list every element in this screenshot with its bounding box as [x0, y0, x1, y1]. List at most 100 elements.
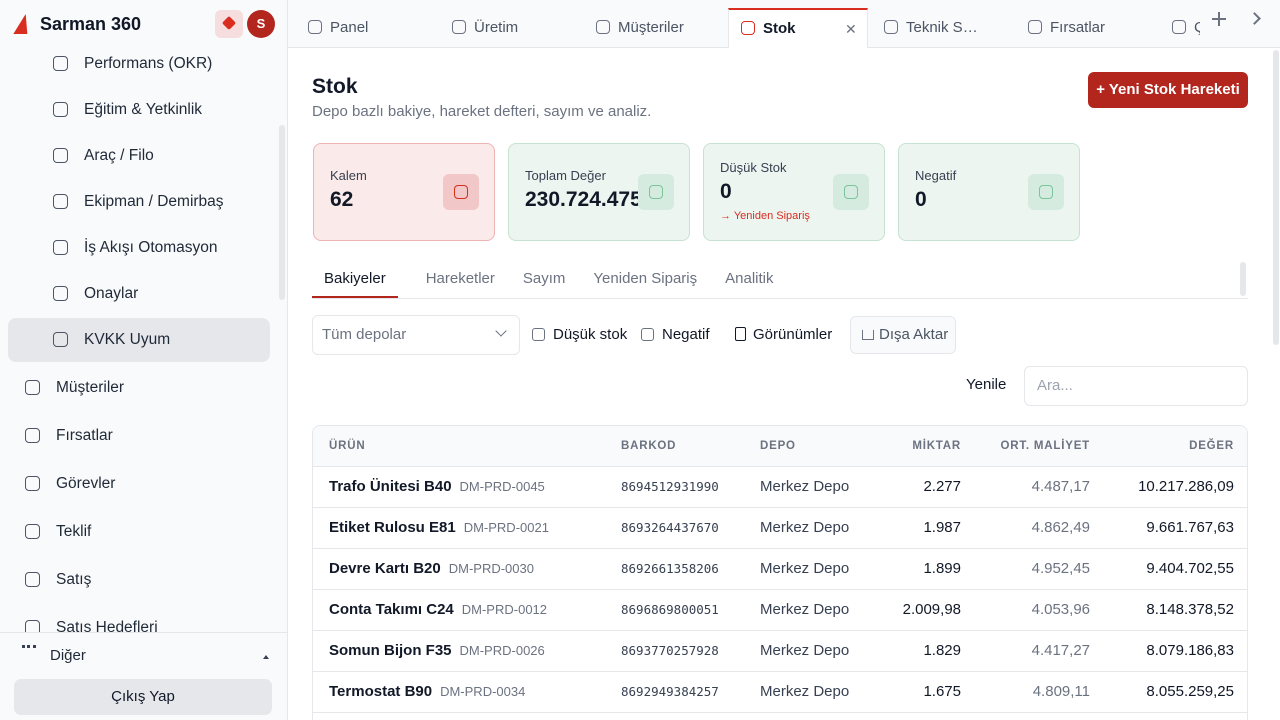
card-value: 230.724.475,65: [525, 188, 671, 211]
nav-item[interactable]: Müşteriler: [8, 366, 270, 410]
tab[interactable]: Ç: [1160, 8, 1200, 48]
nav-sub-item[interactable]: İş Akışı Otomasyon: [8, 226, 270, 270]
checkbox[interactable]: [532, 328, 545, 341]
card-value: 0: [915, 188, 927, 211]
more[interactable]: Diğer: [50, 647, 86, 664]
nav-label: KVKK Uyum: [84, 331, 171, 348]
card-note[interactable]: → Yeniden Sipariş: [720, 210, 810, 222]
tab[interactable]: Fırsatlar: [1016, 8, 1156, 48]
export-button[interactable]: Dışa Aktar: [850, 316, 956, 354]
barcode: 8693770257928: [621, 643, 719, 658]
icon: [25, 428, 40, 443]
table-row[interactable]: Devre Kartı B20 DM-PRD-0030 8692661358206 M…: [313, 549, 1247, 590]
product-code: DM-PRD-0045: [459, 479, 545, 494]
tab[interactable]: Stok ✕: [728, 8, 868, 48]
avg-cost: 4.417,27: [1031, 642, 1090, 659]
value: 8.148.378,52: [1146, 601, 1234, 618]
views-button[interactable]: Görünümler: [753, 326, 833, 343]
product-code: DM-PRD-0026: [459, 643, 545, 658]
product-name: Somun Bijon F35: [329, 642, 452, 659]
scrollbar: [1240, 262, 1246, 296]
nav-sub-item[interactable]: Araç / Filo: [8, 134, 270, 178]
nav-list: Performans (OKR) Eğitim & Yetkinlik Araç /…: [0, 48, 287, 632]
icon: [25, 476, 40, 491]
value: 8.079.186,83: [1146, 642, 1234, 659]
nav-item[interactable]: Satış Hedefleri: [8, 606, 270, 632]
product-name: Conta Takımı C24: [329, 601, 454, 618]
table-row[interactable]: Trafo Ünitesi B40 DM-PRD-0045 869451293199…: [313, 467, 1247, 508]
table: ÜRÜN BARKOD DEPO MİKTAR ORT. MALİYET DEĞER Tra…: [312, 425, 1248, 720]
icon: [844, 185, 858, 199]
quantity: 2.277: [923, 478, 961, 495]
nav-item[interactable]: Teklif: [8, 510, 270, 554]
icon: [53, 286, 68, 301]
tab-label: Stok: [763, 20, 796, 37]
tab[interactable]: Üretim: [440, 8, 580, 48]
nav-item[interactable]: Satış: [8, 558, 270, 602]
column-header: DEĞER: [1189, 440, 1234, 452]
icon: [53, 240, 68, 255]
subtab[interactable]: Sayım: [522, 270, 566, 287]
nav-item[interactable]: Görevler: [8, 462, 270, 506]
column-header: MİKTAR: [912, 440, 961, 452]
tab[interactable]: Müşteriler: [584, 8, 724, 48]
tab-close[interactable]: ✕: [845, 21, 857, 37]
value: 8.055.259,25: [1146, 683, 1234, 700]
tab[interactable]: Teknik S…: [872, 8, 1012, 48]
new-stock-button[interactable]: + Yeni Stok Hareketi: [1088, 72, 1248, 108]
nav-label: Araç / Filo: [84, 147, 154, 164]
table-row[interactable]: Somun Bijon F35 DM-PRD-0026 8693770257928 M…: [313, 631, 1247, 672]
subtab[interactable]: Hareketler: [425, 270, 495, 287]
avg-cost: 4.809,11: [1032, 683, 1090, 700]
page-subtitle: Depo bazlı bakiye, hareket defteri, sayı…: [312, 103, 652, 120]
nav-sub-item[interactable]: KVKK Uyum: [8, 318, 270, 362]
refresh-button[interactable]: Yenile: [966, 376, 1007, 393]
tab-strip: Panel Üretim Müşteriler Stok ✕ Teknik S… Fırsa…: [288, 0, 1200, 48]
tabs-more[interactable]: [1248, 12, 1261, 25]
icon: [1172, 20, 1186, 34]
product-name: Trafo Ünitesi B40: [329, 478, 452, 495]
caret: [263, 655, 269, 659]
table-row[interactable]: Etiket Rulosu E81 DM-PRD-0021 869326443767…: [313, 508, 1247, 549]
table-row[interactable]: Conta Takımı C24 DM-PRD-0012 8696869800051…: [313, 590, 1247, 631]
tab[interactable]: Panel: [296, 8, 436, 48]
icon: [25, 380, 40, 395]
nav-label: Satış Hedefleri: [56, 619, 158, 632]
nav-label: Onaylar: [84, 285, 139, 302]
icon: [1039, 185, 1053, 199]
chevron: [495, 325, 507, 337]
subtab[interactable]: Bakiyeler: [312, 262, 398, 298]
checkbox[interactable]: [641, 328, 654, 341]
nav-label: Performans (OKR): [84, 55, 213, 72]
depot: Merkez Depo: [760, 478, 850, 495]
nav-sub-item[interactable]: Eğitim & Yetkinlik: [8, 88, 270, 132]
avatar[interactable]: S: [247, 10, 275, 38]
depot: Merkez Depo: [760, 560, 850, 577]
nav-sub-item[interactable]: Onaylar: [8, 272, 270, 316]
table-row[interactable]: Termostat B90 DM-PRD-0034 8692949384257 Mer…: [313, 672, 1247, 713]
avg-cost: 4.952,45: [1031, 560, 1090, 577]
product-cell: Termostat B90 DM-PRD-0034: [329, 672, 525, 712]
nav-item[interactable]: Fırsatlar: [8, 414, 270, 458]
nav-sub-item[interactable]: Performans (OKR): [8, 48, 270, 86]
nav-sub-item[interactable]: Ekipman / Demirbaş: [8, 180, 270, 224]
column-header: ORT. MALİYET: [1000, 440, 1090, 452]
product-name: Devre Kartı B20: [329, 560, 441, 577]
icon: [884, 20, 898, 34]
barcode: 8693264437670: [621, 520, 719, 535]
product-cell: Etiket Rulosu E81 DM-PRD-0021: [329, 508, 549, 548]
quantity: 2.009,98: [902, 601, 961, 618]
checkbox-label: Düşük stok: [553, 326, 628, 343]
avg-cost: 4.053,96: [1031, 601, 1090, 618]
stat-card: Kalem 62: [313, 143, 495, 241]
icon: [649, 185, 663, 199]
logout-button[interactable]: Çıkış Yap: [14, 679, 272, 715]
product-code: DM-PRD-0021: [463, 520, 549, 535]
subtab[interactable]: Analitik: [725, 270, 774, 287]
warehouse-select[interactable]: Tüm depolar: [312, 315, 520, 355]
search-input[interactable]: Ara...: [1024, 366, 1248, 406]
card-value: 62: [330, 188, 354, 211]
subtab[interactable]: Yeniden Sipariş: [593, 270, 698, 287]
card-label: Negatif: [915, 168, 957, 183]
